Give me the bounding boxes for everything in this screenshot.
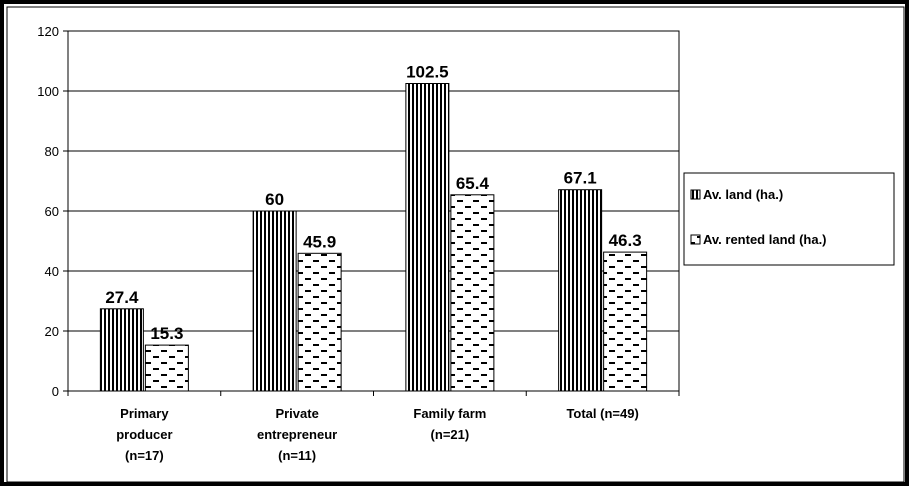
category-label: entrepreneur — [257, 427, 337, 442]
category-label: (n=11) — [278, 448, 316, 463]
bar — [144, 344, 189, 392]
x-axis: Primary producer (n=17) Private entrepreneur… — [67, 390, 680, 463]
category-label: Family farm — [413, 406, 486, 421]
category-label: producer — [116, 427, 172, 442]
category-label: (n=21) — [431, 427, 470, 442]
data-label: 46.3 — [609, 231, 642, 250]
data-label: 67.1 — [564, 169, 597, 188]
legend-swatch-av-rented-land — [690, 234, 701, 245]
category-label: (n=17) — [125, 448, 164, 463]
y-axis: 0 20 40 60 80 100 120 — [37, 24, 69, 399]
y-tick-label: 0 — [52, 384, 59, 399]
legend-swatch-av-land — [690, 189, 701, 200]
bar — [558, 189, 603, 392]
category-label: Primary — [120, 406, 169, 421]
y-tick-label: 40 — [45, 264, 59, 279]
bar — [603, 251, 648, 392]
legend: Av. land (ha.) Av. rented land (ha.) — [683, 172, 895, 266]
data-label: 27.4 — [105, 288, 139, 307]
data-label: 45.9 — [303, 232, 336, 251]
data-label: 15.3 — [150, 324, 183, 343]
bar — [297, 252, 342, 392]
category-label: Private — [275, 406, 318, 421]
y-tick-label: 80 — [45, 144, 59, 159]
y-tick-label: 60 — [45, 204, 59, 219]
data-label: 60 — [265, 190, 284, 209]
bar — [405, 83, 450, 392]
inner-frame — [6, 6, 905, 483]
legend-box — [683, 172, 895, 266]
data-labels: 27.4 15.3 60 45.9 102.5 65.4 67.1 46.3 — [105, 63, 641, 344]
y-tick-label: 120 — [37, 24, 59, 39]
category-label: Total (n=49) — [566, 406, 638, 421]
y-tick-label: 100 — [37, 84, 59, 99]
y-tick-label: 20 — [45, 324, 59, 339]
bar — [99, 308, 144, 392]
data-label: 102.5 — [406, 63, 449, 82]
data-label: 65.4 — [456, 174, 490, 193]
legend-label-av-land: Av. land (ha.) — [703, 187, 783, 202]
bar — [450, 194, 495, 392]
bar — [252, 210, 297, 392]
legend-label-av-rented-land: Av. rented land (ha.) — [703, 232, 827, 247]
